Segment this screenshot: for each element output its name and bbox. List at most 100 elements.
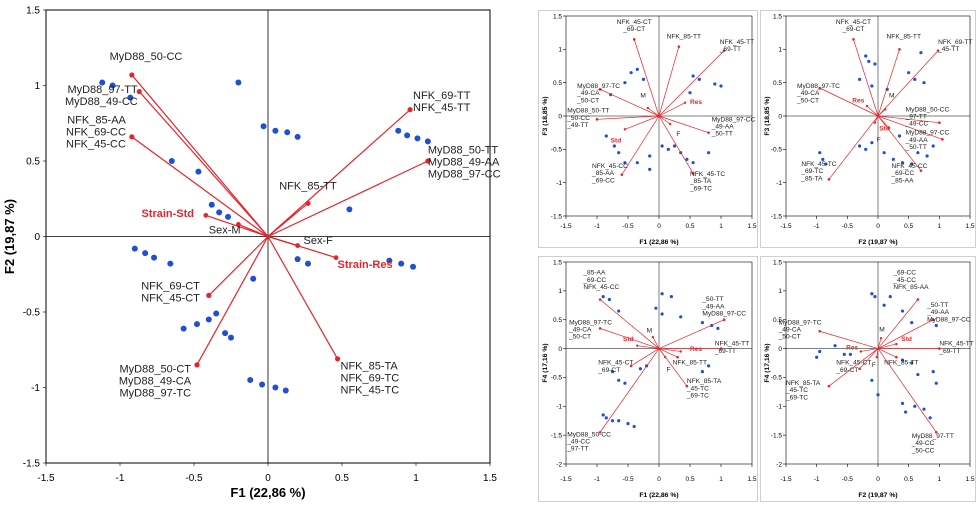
variable-vector-tip bbox=[827, 384, 831, 388]
variable-label: _49-CC bbox=[566, 438, 590, 445]
variable-label: MyD88_50-TT bbox=[428, 144, 499, 156]
observation-point bbox=[654, 306, 658, 310]
y-tick-label: 0.5 bbox=[553, 317, 562, 324]
variable-label: _49-TT bbox=[566, 122, 588, 129]
observation-point bbox=[916, 372, 920, 377]
variable-label: NFK_45-CC bbox=[583, 284, 619, 291]
observation-point bbox=[167, 260, 174, 267]
variable-label: _49-AA bbox=[926, 309, 950, 316]
observation-point bbox=[195, 168, 202, 175]
observation-point bbox=[888, 295, 892, 299]
supplementary-label: M bbox=[640, 92, 646, 99]
x-axis-title: F1 (22,86 %) bbox=[639, 239, 678, 246]
y-tick-label: 0 bbox=[778, 113, 782, 120]
observation-point bbox=[907, 71, 911, 75]
panel-frame bbox=[538, 10, 758, 248]
supplementary-label: Strain-Res bbox=[338, 259, 393, 271]
observation-point bbox=[707, 151, 711, 155]
variable-label: MyD88_97-TT bbox=[912, 433, 954, 440]
supplementary-label: M bbox=[647, 327, 653, 334]
observation-point bbox=[700, 370, 704, 374]
variable-label: _85-AA bbox=[890, 177, 914, 184]
variable-vector bbox=[877, 348, 937, 433]
supplementary-vector-tip bbox=[664, 356, 667, 359]
y-tick-label: -1.5 bbox=[551, 213, 563, 220]
supplementary-vector bbox=[647, 107, 660, 117]
variable-vector-tip bbox=[722, 318, 726, 322]
variable-vector-tip bbox=[916, 298, 920, 301]
observation-point bbox=[934, 381, 938, 385]
supplementary-label: F bbox=[676, 131, 680, 138]
y-axis-title: F4 (17,16 %) bbox=[764, 343, 771, 382]
variable-vector bbox=[196, 236, 269, 366]
variable-label: _69-TT bbox=[719, 46, 741, 53]
y-tick-label: 1.5 bbox=[553, 13, 562, 20]
variable-vector-tip bbox=[818, 329, 822, 333]
observation-point bbox=[870, 84, 874, 88]
variable-label: NFK_45-CC bbox=[592, 163, 628, 170]
observation-point bbox=[216, 209, 223, 216]
variable-label: NFK_45-CT bbox=[836, 360, 871, 367]
supplementary-vector-tip bbox=[884, 108, 887, 111]
variable-vector-tip bbox=[595, 118, 599, 121]
variable-vector-tip bbox=[194, 362, 200, 368]
variable-label: _49-AA bbox=[905, 137, 929, 144]
variable-vector-tip bbox=[407, 107, 413, 113]
variable-label: _49-AA bbox=[711, 124, 735, 131]
observation-point bbox=[617, 151, 621, 155]
supplementary-vector-tip bbox=[865, 104, 869, 108]
x-tick-label: -0.5 bbox=[622, 223, 634, 230]
biplot-f2-f3: -1.5 -1 -0.5 0 0.5 1 1.5 -1.5 -1 -0.5 0 0.5 1 1.5 F2 (… bbox=[760, 10, 976, 248]
variable-label: NFK_45-TC bbox=[801, 161, 836, 168]
observation-point bbox=[672, 144, 677, 148]
supplementary-vector-tip bbox=[295, 243, 300, 248]
supplementary-vector bbox=[877, 115, 890, 129]
supplementary-vector bbox=[860, 348, 879, 352]
variable-label: NFK_85-TT bbox=[887, 34, 921, 41]
observation-point bbox=[247, 376, 254, 383]
observation-point bbox=[870, 378, 874, 382]
observation-point bbox=[604, 134, 608, 138]
variable-vector-tip bbox=[941, 138, 944, 141]
variable-label: _69-CC bbox=[582, 277, 606, 284]
variable-vector-tip bbox=[598, 298, 602, 301]
variable-vector bbox=[877, 49, 900, 117]
variable-label: _49-CC bbox=[905, 121, 929, 128]
variable-vector bbox=[596, 115, 660, 120]
variable-label: _69-TC bbox=[686, 393, 709, 400]
y-tick-label: -1.5 bbox=[551, 432, 563, 439]
variable-label: _85-TA bbox=[800, 175, 823, 182]
variable-vector-tip bbox=[136, 88, 142, 95]
y-tick-label: -1 bbox=[776, 404, 782, 411]
observation-point bbox=[259, 381, 266, 388]
supplementary-vector bbox=[658, 348, 666, 358]
observation-point bbox=[707, 364, 711, 368]
y-tick-label: 1 bbox=[558, 47, 562, 54]
supplementary-label: Res bbox=[690, 99, 702, 106]
variable-label: _69-TT bbox=[938, 348, 960, 355]
variable-vector bbox=[658, 115, 694, 174]
variable-label: NFK_85-AA bbox=[67, 114, 126, 126]
supplementary-vector bbox=[877, 109, 886, 117]
observation-point bbox=[638, 367, 642, 371]
variable-label: _49-CA bbox=[778, 327, 802, 334]
variable-label: NFK_69-CT bbox=[141, 280, 200, 292]
y-tick-label: 0.5 bbox=[773, 317, 782, 324]
variable-label: _85-AA bbox=[591, 170, 615, 177]
variable-vector-tip bbox=[632, 38, 636, 41]
x-tick-label: -1.5 bbox=[560, 476, 572, 483]
supplementary-vector-tip bbox=[887, 126, 891, 130]
x-tick-label: 0 bbox=[657, 476, 661, 483]
variable-label: MyD88_49-AA bbox=[428, 156, 500, 168]
observation-point bbox=[691, 161, 695, 165]
y-tick-label: 0.5 bbox=[773, 80, 782, 87]
observation-point bbox=[626, 422, 630, 426]
observation-point bbox=[660, 312, 664, 316]
variable-label: _49-CA bbox=[568, 327, 592, 334]
supplementary-vector-tip bbox=[651, 335, 654, 339]
variable-vector bbox=[138, 91, 269, 237]
x-tick-label: 1 bbox=[719, 476, 723, 483]
variable-label: _45-TC bbox=[785, 387, 808, 394]
observation-point bbox=[897, 134, 902, 138]
observation-point bbox=[931, 144, 935, 148]
